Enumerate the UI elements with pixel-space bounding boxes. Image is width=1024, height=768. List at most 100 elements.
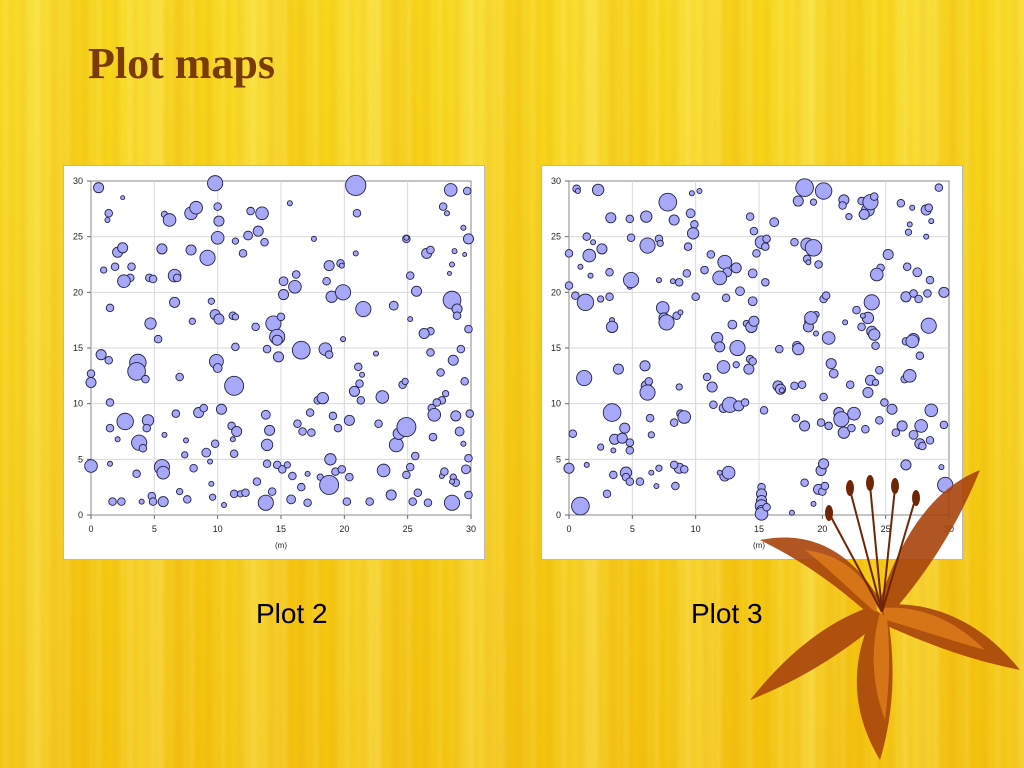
tree-bubble <box>805 259 812 266</box>
tree-bubble <box>352 250 359 257</box>
tree-bubble <box>450 410 462 422</box>
tree-bubble <box>460 440 467 447</box>
tree-bubble <box>904 228 913 236</box>
tree-bubble <box>900 459 912 471</box>
x-tick-label: 15 <box>276 524 286 534</box>
x-tick-label: 0 <box>88 524 93 534</box>
tree-bubble <box>355 300 372 318</box>
tree-bubble <box>157 496 169 508</box>
tree-bubble <box>587 272 594 279</box>
tree-bubble <box>626 233 636 243</box>
tree-bubble <box>278 289 290 301</box>
tree-bubble <box>639 360 651 372</box>
tree-bubble <box>352 209 362 218</box>
tree-bubble <box>169 296 181 308</box>
tree-bubble <box>709 400 718 410</box>
tree-bubble <box>797 380 807 389</box>
tree-bubble <box>172 273 182 283</box>
tree-bubble <box>915 351 925 361</box>
tree-bubble <box>658 314 675 331</box>
tree-bubble <box>914 419 928 433</box>
tree-bubble <box>790 381 799 391</box>
tree-bubble <box>610 447 617 454</box>
tree-bubble <box>747 268 758 279</box>
tree-bubble <box>669 460 679 470</box>
x-axis-label: (m) <box>753 541 765 550</box>
tree-bubble <box>745 212 755 221</box>
tree-bubble <box>322 276 331 286</box>
tree-bubble <box>229 449 239 459</box>
tree-bubble <box>188 317 196 325</box>
tree-bubble <box>460 377 469 386</box>
tree-bubble <box>278 465 287 474</box>
tree-bubble <box>870 267 884 282</box>
tree-bubble <box>260 237 269 247</box>
tree-bubble <box>447 354 459 366</box>
tree-bubble <box>442 390 450 398</box>
tree-bubble <box>871 378 880 387</box>
tree-bubble <box>208 480 215 487</box>
tree-bubble <box>127 362 146 381</box>
tree-bubble <box>870 192 879 201</box>
tree-bubble <box>939 420 949 430</box>
tree-bubble <box>95 349 107 361</box>
tree-bubble <box>388 300 399 311</box>
tree-bubble <box>443 183 458 197</box>
tree-bubble <box>411 285 423 297</box>
tree-bubble <box>454 426 465 437</box>
tree-bubble <box>427 408 442 422</box>
x-tick-label: 20 <box>339 524 349 534</box>
tree-bubble <box>906 221 913 228</box>
tree-bubble <box>700 265 709 275</box>
tree-bubble <box>246 206 255 216</box>
tree-bubble <box>934 183 944 192</box>
tree-bubble <box>451 248 458 255</box>
tree-bubble <box>418 328 430 340</box>
tree-bubble <box>405 271 415 280</box>
tree-bubble <box>185 244 197 256</box>
tree-bubble <box>100 266 108 274</box>
plot2-chart-panel: 0 5 10 15 20 25 30 0 5 10 15 20 25 30 (m) <box>63 165 485 560</box>
tree-bubble <box>686 227 700 240</box>
tree-bubble <box>117 497 126 506</box>
tree-bubble <box>837 426 851 439</box>
tree-bubble <box>920 317 937 334</box>
tree-bubble <box>847 423 856 433</box>
tree-bubble <box>762 502 771 512</box>
plot2-label: Plot 2 <box>256 598 328 629</box>
tree-bubble <box>405 462 415 472</box>
tree-bubble <box>902 262 912 271</box>
tree-bubble <box>291 340 311 360</box>
tree-bubble <box>740 398 750 407</box>
tree-bubble <box>706 250 716 259</box>
y-tick-label: 5 <box>556 454 561 464</box>
y-tick-label: 10 <box>73 399 83 409</box>
tree-bubble <box>345 472 354 482</box>
tree-bubble <box>403 234 410 241</box>
tree-bubble <box>640 210 653 223</box>
tree-bubble <box>304 470 311 477</box>
tree-bubble <box>761 278 770 287</box>
tree-bubble <box>748 357 757 366</box>
tree-bubble <box>104 355 113 365</box>
y-tick-label: 0 <box>78 510 83 520</box>
tree-bubble <box>335 284 352 301</box>
tree-bubble <box>635 477 645 486</box>
tree-bubble <box>909 204 916 211</box>
tree-bubble <box>813 330 819 337</box>
tree-bubble <box>104 209 113 218</box>
tree-bubble <box>747 296 758 307</box>
tree-bubble <box>181 451 189 459</box>
tree-bubble <box>605 320 619 333</box>
tree-bubble <box>862 387 874 399</box>
tree-bubble <box>356 396 366 405</box>
tree-bubble <box>821 331 836 345</box>
tree-bubble <box>213 202 222 211</box>
tree-bubble <box>880 398 889 407</box>
tree-bubble <box>857 322 866 332</box>
tree-bubble <box>105 303 115 313</box>
tree-bubble <box>286 494 297 505</box>
tree-bubble <box>316 391 329 405</box>
tree-bubble <box>625 477 635 486</box>
tree-bubble <box>583 461 590 468</box>
